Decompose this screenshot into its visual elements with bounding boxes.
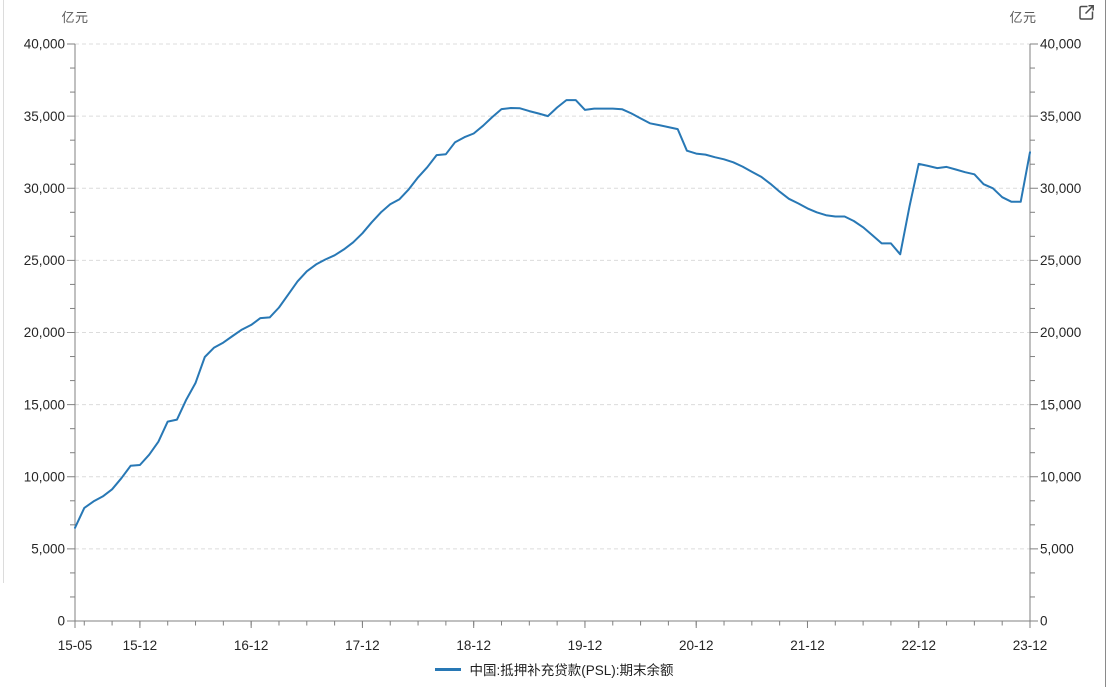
y-axis-label-right: 35,000 [1040, 109, 1081, 124]
series-line-psl [74, 99, 1031, 529]
y-axis-label-right: 15,000 [1040, 397, 1081, 412]
y-axis-label-right: 20,000 [1040, 325, 1081, 340]
external-link-icon[interactable] [1076, 3, 1096, 23]
x-axis-label: 21-12 [790, 638, 825, 653]
y-axis-label-left: 0 [57, 614, 65, 629]
y-axis-label-left: 30,000 [24, 181, 65, 196]
left-panel-border [3, 0, 4, 583]
legend[interactable]: 中国:抵押补充贷款(PSL):期末余额 [0, 659, 1109, 679]
y-axis-label-left: 5,000 [31, 542, 65, 557]
x-axis-label: 16-12 [234, 638, 269, 653]
y-axis-label-right: 30,000 [1040, 181, 1081, 196]
y-axis-label-right: 40,000 [1040, 37, 1081, 52]
x-axis-label: 15-12 [123, 638, 158, 653]
x-axis-label: 15-05 [58, 638, 93, 653]
y-axis-unit-right: 亿元 [1009, 10, 1037, 25]
y-axis-label-left: 40,000 [24, 37, 65, 52]
x-axis-label: 19-12 [568, 638, 603, 653]
y-axis-label-right: 25,000 [1040, 253, 1081, 268]
y-axis-label-left: 20,000 [24, 325, 65, 340]
y-axis-label-right: 5,000 [1040, 542, 1074, 557]
x-axis-label: 23-12 [1013, 638, 1048, 653]
y-axis-unit-left: 亿元 [61, 10, 89, 25]
right-panel-border [1105, 0, 1106, 687]
legend-label: 中国:抵押补充贷款(PSL):期末余额 [469, 663, 674, 678]
y-axis-label-left: 25,000 [24, 253, 65, 268]
y-axis-label-left: 35,000 [24, 109, 65, 124]
x-axis-label: 22-12 [901, 638, 936, 653]
legend-line-swatch [435, 667, 462, 671]
x-axis-label: 17-12 [345, 638, 380, 653]
x-axis-label: 20-12 [679, 638, 714, 653]
y-axis-label-right: 0 [1040, 614, 1048, 629]
y-axis-label-left: 15,000 [24, 397, 65, 412]
x-axis-label: 18-12 [456, 638, 491, 653]
y-axis-label-right: 10,000 [1040, 469, 1081, 484]
y-axis-label-left: 10,000 [24, 469, 65, 484]
